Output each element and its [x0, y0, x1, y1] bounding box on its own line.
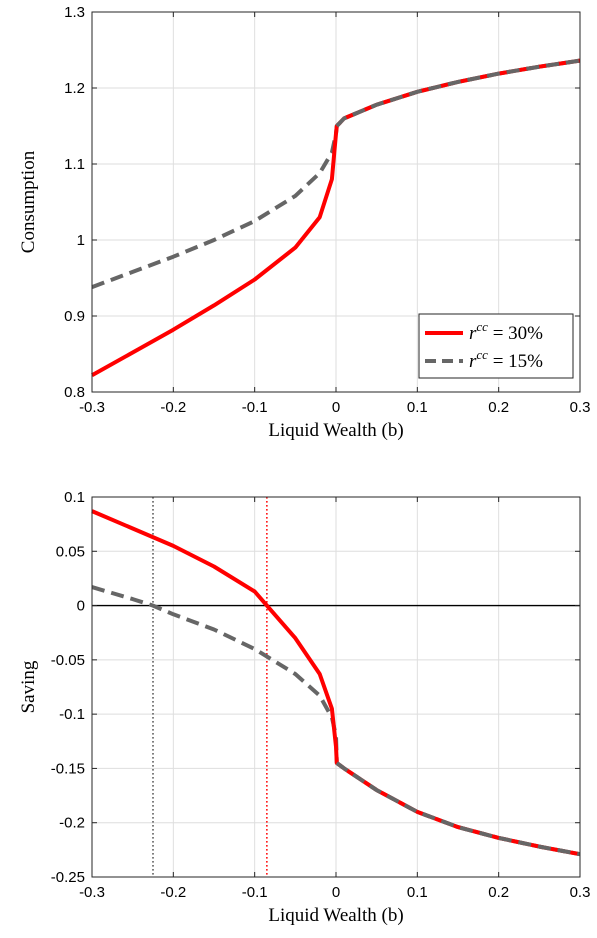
y-tick-label: -0.05	[51, 652, 85, 669]
legend-symbol: r	[469, 323, 477, 344]
y-axis-label: Saving	[18, 660, 39, 713]
x-tick-label: -0.1	[242, 399, 268, 416]
legend-label: rcc = 30%	[469, 319, 543, 344]
y-tick-label: 0.1	[64, 489, 85, 506]
x-tick-label: 0.2	[488, 399, 509, 416]
legend-superscript: cc	[476, 319, 488, 334]
y-axis-label: Consumption	[18, 150, 39, 253]
series-line-overlap	[335, 58, 581, 128]
y-tick-label: 0.8	[64, 384, 85, 401]
chart-panel-bottom: -0.3 -0.2 -0.1 0 0.1 0.2 0.3 -0.25 -0.2 -0.15 -0.1…	[18, 489, 590, 926]
legend-symbol: r	[469, 351, 477, 372]
y-tick-label: -0.15	[51, 760, 85, 777]
x-tick-label: 0.1	[407, 884, 428, 901]
legend-superscript: cc	[476, 347, 488, 362]
x-tick-label: -0.3	[79, 884, 105, 901]
y-tick-label: 1.3	[64, 4, 85, 21]
chart-panel-top: -0.3 -0.2 -0.1 0 0.1 0.2 0.3 0.8 0.9 1 1.1 1.2 1.3 Li…	[18, 4, 590, 441]
x-tick-label: 0.1	[407, 399, 428, 416]
legend-label: rcc = 15%	[469, 347, 543, 372]
legend-box	[418, 313, 574, 379]
y-tick-label: 0.9	[64, 308, 85, 325]
x-tick-label: -0.1	[242, 884, 268, 901]
x-axis-label: Liquid Wealth (b)	[268, 420, 403, 441]
y-tick-label: 1	[77, 232, 85, 249]
y-tick-label: 1.2	[64, 80, 85, 97]
x-axis-label: Liquid Wealth (b)	[268, 905, 403, 926]
x-tick-label: -0.3	[79, 399, 105, 416]
legend-value: = 15%	[488, 351, 543, 372]
x-tick-label: 0.3	[570, 399, 591, 416]
y-tick-label: -0.2	[59, 815, 85, 832]
y-tick-label: -0.1	[59, 706, 85, 723]
series-line-overlap	[335, 761, 581, 857]
x-tick-label: 0	[332, 884, 340, 901]
legend-value: = 30%	[488, 323, 543, 344]
y-tick-label: 0	[77, 598, 85, 615]
x-tick-label: -0.2	[160, 399, 186, 416]
legend: rcc = 30%rcc = 15%	[418, 313, 574, 379]
y-tick-label: 1.1	[64, 156, 85, 173]
y-tick-label: -0.25	[51, 869, 85, 886]
x-tick-label: -0.2	[160, 884, 186, 901]
x-tick-label: 0.2	[488, 884, 509, 901]
y-tick-label: 0.05	[56, 543, 85, 560]
x-tick-label: 0	[332, 399, 340, 416]
x-tick-label: 0.3	[570, 884, 591, 901]
